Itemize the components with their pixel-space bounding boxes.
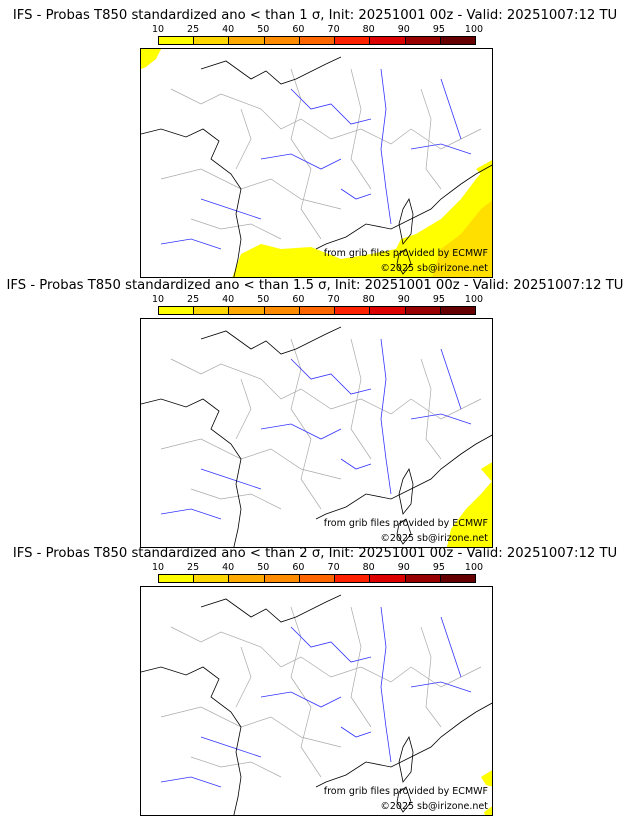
colorbar-segment [335,307,371,314]
colorbar-segment [194,37,230,44]
colorbar-tick-label: 50 [257,24,270,35]
panel-title: IFS - Probas T850 standardized ano < tha… [6,278,624,293]
colorbar-segment [405,575,441,582]
probability-shading [446,462,492,547]
colorbar-segment [229,37,265,44]
colorbar-segment [440,307,475,314]
colorbar-tick-label: 60 [292,562,305,573]
colorbar-tick-label: 100 [464,562,484,573]
colorbar-segment [159,307,195,314]
colorbar [158,36,476,45]
coastline [141,56,492,277]
colorbar-segment [370,575,406,582]
colorbar-segment [299,575,336,582]
colorbar-tick-label: 10 [151,24,165,35]
colorbar [158,574,476,583]
colorbar-segment [335,575,371,582]
colorbar-ticks: 10 25 40 50 60 70 80 90 95 100 [152,24,483,35]
colorbar-segment [440,575,475,582]
copyright-credit: ©2025 sb@irizone.net [380,263,488,274]
colorbar-segment [264,575,300,582]
map-panel: IFS - Probas T850 standardized ano < tha… [0,4,630,278]
colorbar-tick-label: 100 [464,294,484,305]
colorbar-segment [194,307,230,314]
map-panel: IFS - Probas T850 standardized ano < tha… [0,274,630,548]
coastline [141,326,492,547]
colorbar-tick-label: 40 [222,24,235,35]
colorbar-segment [440,37,475,44]
copyright-credit: ©2025 sb@irizone.net [380,533,488,544]
colorbar-tick-label: 80 [362,294,375,305]
colorbar-tick-label: 60 [292,294,305,305]
colorbar-tick-label: 80 [362,24,375,35]
colorbar-tick-label: 50 [257,562,270,573]
colorbar-tick-label: 40 [222,294,235,305]
colorbar-tick-label: 80 [362,562,375,573]
colorbar-tick-label: 60 [292,24,305,35]
map-drawing [141,594,492,815]
colorbar-tick-label: 90 [397,294,410,305]
map-panel: IFS - Probas T850 standardized ano < tha… [0,542,630,816]
colorbar-tick-label: 40 [222,562,235,573]
colorbar-tick-label: 95 [432,562,445,573]
probability-map: from grib files provided by ECMWF ©2025 … [140,48,493,278]
colorbar-ticks: 10 25 40 50 60 70 80 90 95 100 [152,562,483,573]
colorbar-tick-label: 10 [151,562,165,573]
colorbar-segment [370,307,406,314]
probability-shading [141,49,492,277]
colorbar-segment [264,37,300,44]
data-source-credit: from grib files provided by ECMWF [323,518,488,529]
colorbar-segment [335,37,371,44]
probability-shading [481,770,492,815]
colorbar-tick-label: 70 [327,562,340,573]
colorbar-segment [229,575,265,582]
colorbar-tick-label: 90 [397,562,410,573]
colorbar [158,306,476,315]
colorbar-segment [194,575,230,582]
colorbar-segment [299,307,336,314]
rivers [160,606,472,788]
colorbar-tick-label: 10 [151,294,165,305]
colorbar-segment [405,37,441,44]
colorbar-tick-label: 25 [187,24,200,35]
colorbar-tick-label: 100 [464,24,484,35]
data-source-credit: from grib files provided by ECMWF [323,248,488,259]
copyright-credit: ©2025 sb@irizone.net [380,801,488,812]
colorbar-segment [159,37,195,44]
colorbar-segment [405,307,441,314]
colorbar-segment [229,307,265,314]
colorbar-segment [264,307,300,314]
colorbar-ticks: 10 25 40 50 60 70 80 90 95 100 [152,294,483,305]
probability-map: from grib files provided by ECMWF ©2025 … [140,586,493,816]
colorbar-segment [159,575,195,582]
admin-borders [160,338,482,510]
map-drawing [141,326,492,547]
data-source-credit: from grib files provided by ECMWF [323,786,488,797]
colorbar-tick-label: 25 [187,562,200,573]
colorbar-segment [370,37,406,44]
panel-title: IFS - Probas T850 standardized ano < tha… [12,8,618,23]
colorbar-tick-label: 25 [187,294,200,305]
colorbar-tick-label: 50 [257,294,270,305]
rivers [160,68,472,250]
panel-title: IFS - Probas T850 standardized ano < tha… [12,546,618,561]
colorbar-segment [299,37,336,44]
rivers [160,338,472,520]
colorbar-tick-label: 90 [397,24,410,35]
map-drawing [141,49,492,277]
colorbar-tick-label: 95 [432,294,445,305]
probability-map: from grib files provided by ECMWF ©2025 … [140,318,493,548]
admin-borders [160,606,482,778]
colorbar-tick-label: 95 [432,24,445,35]
admin-borders [160,68,482,240]
coastline [141,594,492,815]
colorbar-tick-label: 70 [327,24,340,35]
colorbar-tick-label: 70 [327,294,340,305]
